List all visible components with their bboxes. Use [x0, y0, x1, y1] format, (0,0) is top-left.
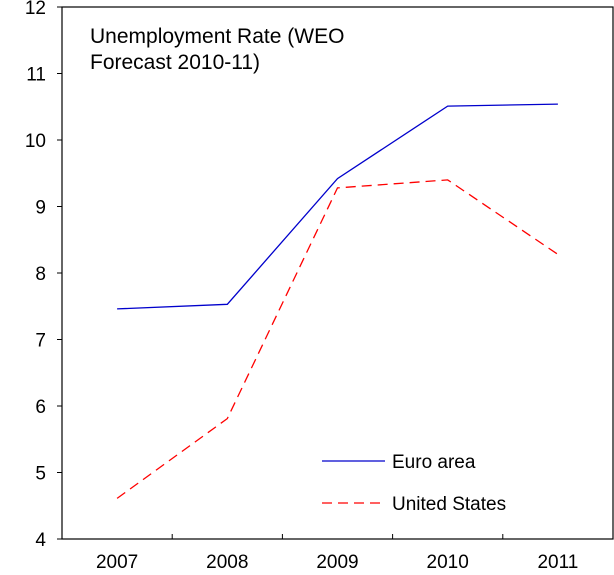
- y-tick-label: 5: [35, 464, 46, 485]
- legend: Euro area United States: [322, 452, 506, 515]
- y-tick-label: 11: [26, 65, 46, 86]
- title-line-2: Forecast 2010-11): [90, 51, 260, 74]
- x-tick-label: 2008: [206, 552, 248, 573]
- series-line-united-states: [116, 179, 559, 499]
- y-tick-label: 8: [35, 264, 46, 285]
- x-tick-label: 2010: [427, 552, 469, 573]
- chart-title: Unemployment Rate (WEO Forecast 2010-11): [90, 25, 344, 74]
- legend-label-united-states: United States: [392, 494, 506, 515]
- plot-frame: [61, 6, 614, 540]
- x-tick-label: 2011: [537, 552, 578, 573]
- x-tick-label: 2007: [96, 552, 138, 573]
- y-tick-label: 7: [35, 331, 46, 352]
- series-line-euro-area: [117, 103, 558, 310]
- y-tick-label: 10: [25, 131, 46, 152]
- y-axis: 4 5 6 7 8 9 10 11 12: [25, 0, 62, 551]
- x-tick-label: 2009: [316, 552, 358, 573]
- x-axis: 2007 2008 2009 2010 2011: [96, 534, 578, 573]
- legend-label-euro-area: Euro area: [392, 452, 476, 473]
- y-tick-label: 12: [25, 0, 46, 19]
- y-tick-label: 4: [35, 530, 46, 551]
- title-line-1: Unemployment Rate (WEO: [90, 25, 344, 48]
- y-tick-label: 6: [35, 397, 46, 418]
- y-tick-label: 9: [35, 198, 46, 219]
- plot-series: [116, 103, 559, 499]
